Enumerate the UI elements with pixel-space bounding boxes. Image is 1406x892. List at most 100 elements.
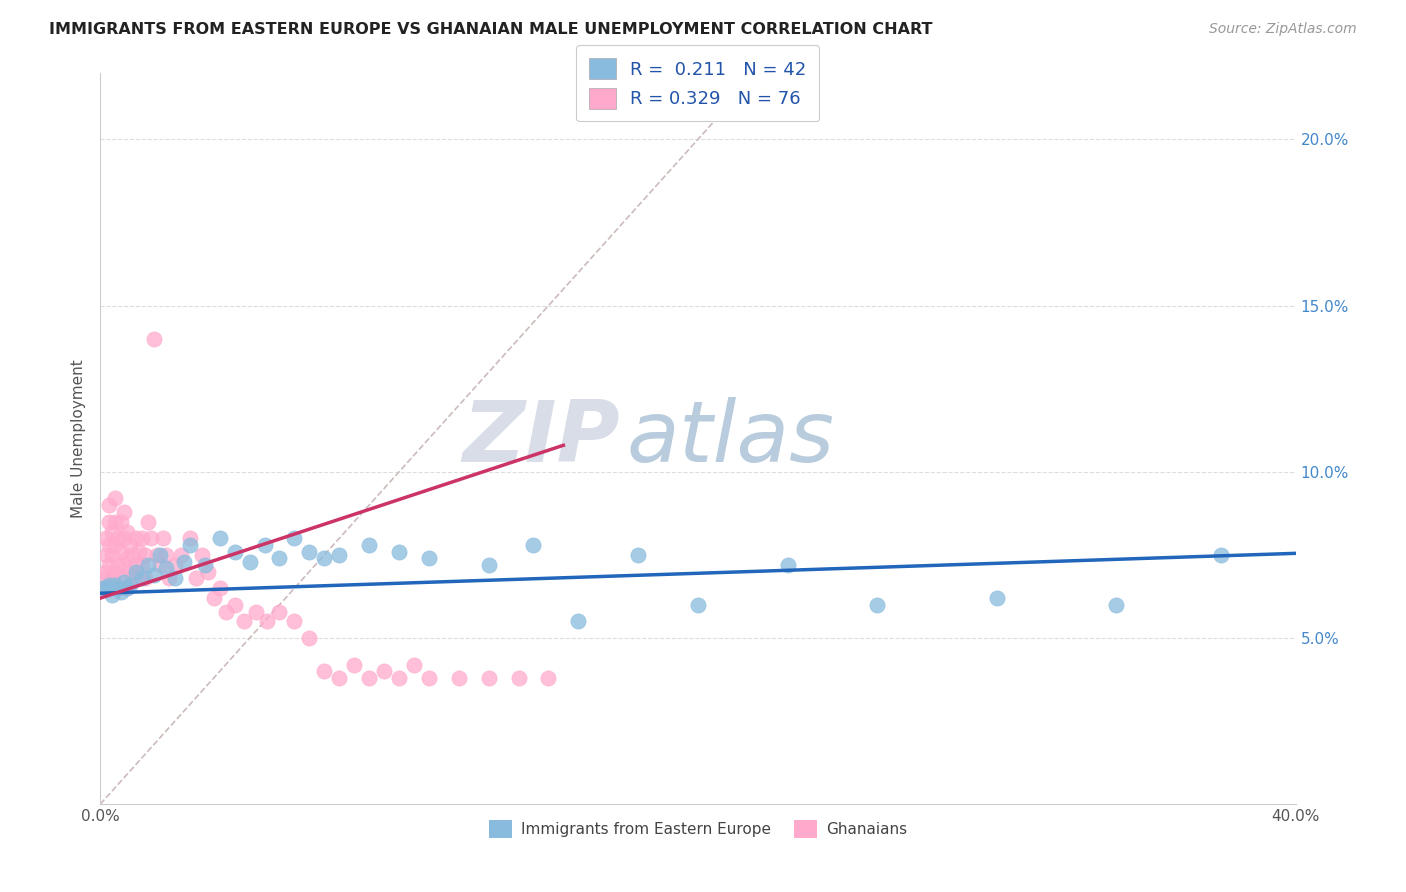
Point xyxy=(373,665,395,679)
Point xyxy=(104,565,127,579)
Point xyxy=(256,615,278,629)
Point xyxy=(98,498,121,512)
Point xyxy=(115,581,138,595)
Point xyxy=(163,571,186,585)
Point xyxy=(94,548,117,562)
Point xyxy=(776,558,799,572)
Point xyxy=(208,581,231,595)
Point xyxy=(94,532,117,546)
Point xyxy=(149,558,172,572)
Point xyxy=(131,571,153,585)
Point xyxy=(101,548,124,562)
Point xyxy=(110,584,132,599)
Point xyxy=(134,548,156,562)
Point xyxy=(245,605,267,619)
Point xyxy=(115,551,138,566)
Point xyxy=(146,548,169,562)
Point xyxy=(101,524,124,539)
Point xyxy=(1105,598,1128,612)
Point xyxy=(184,571,207,585)
Point xyxy=(101,571,124,585)
Point xyxy=(238,555,260,569)
Point xyxy=(388,671,411,685)
Point xyxy=(269,551,291,566)
Point xyxy=(142,332,165,346)
Point xyxy=(134,571,156,585)
Point xyxy=(112,574,135,589)
Point xyxy=(537,671,560,685)
Point xyxy=(142,568,165,582)
Point xyxy=(131,558,153,572)
Point xyxy=(170,548,193,562)
Point xyxy=(522,538,544,552)
Point xyxy=(214,605,236,619)
Point xyxy=(112,532,135,546)
Point xyxy=(110,571,132,585)
Text: atlas: atlas xyxy=(626,397,834,480)
Point xyxy=(402,657,425,672)
Point xyxy=(94,581,117,595)
Point xyxy=(125,565,148,579)
Point xyxy=(112,505,135,519)
Point xyxy=(283,532,305,546)
Y-axis label: Male Unemployment: Male Unemployment xyxy=(72,359,86,518)
Point xyxy=(388,544,411,558)
Point xyxy=(98,578,121,592)
Point xyxy=(125,532,148,546)
Point xyxy=(232,615,254,629)
Point xyxy=(131,532,153,546)
Text: ZIP: ZIP xyxy=(463,397,620,480)
Point xyxy=(173,555,195,569)
Point xyxy=(163,558,186,572)
Point xyxy=(128,571,150,585)
Point xyxy=(1209,548,1232,562)
Point xyxy=(94,565,117,579)
Point xyxy=(112,558,135,572)
Point xyxy=(686,598,709,612)
Point xyxy=(107,558,129,572)
Point xyxy=(298,631,321,645)
Point xyxy=(91,581,114,595)
Point xyxy=(155,561,177,575)
Point xyxy=(197,565,219,579)
Point xyxy=(115,524,138,539)
Point xyxy=(91,571,114,585)
Point xyxy=(283,615,305,629)
Point xyxy=(194,558,217,572)
Point xyxy=(190,548,212,562)
Point xyxy=(298,544,321,558)
Point xyxy=(107,581,129,595)
Point xyxy=(478,558,501,572)
Point xyxy=(567,615,589,629)
Point xyxy=(986,591,1008,606)
Point xyxy=(269,605,291,619)
Point xyxy=(359,671,381,685)
Point xyxy=(98,558,121,572)
Point xyxy=(104,538,127,552)
Point xyxy=(157,571,180,585)
Point xyxy=(314,551,336,566)
Point xyxy=(118,565,141,579)
Point xyxy=(328,671,350,685)
Text: Source: ZipAtlas.com: Source: ZipAtlas.com xyxy=(1209,22,1357,37)
Point xyxy=(104,578,127,592)
Point xyxy=(224,598,246,612)
Point xyxy=(149,548,172,562)
Point xyxy=(110,544,132,558)
Point xyxy=(179,532,201,546)
Point xyxy=(152,532,174,546)
Point xyxy=(98,515,121,529)
Point xyxy=(136,558,159,572)
Point xyxy=(110,515,132,529)
Point xyxy=(224,544,246,558)
Point xyxy=(104,491,127,506)
Point xyxy=(314,665,336,679)
Point xyxy=(343,657,366,672)
Point xyxy=(107,581,129,595)
Point xyxy=(179,538,201,552)
Point xyxy=(155,548,177,562)
Point xyxy=(359,538,381,552)
Point xyxy=(115,581,138,595)
Point xyxy=(202,591,225,606)
Point xyxy=(91,581,114,595)
